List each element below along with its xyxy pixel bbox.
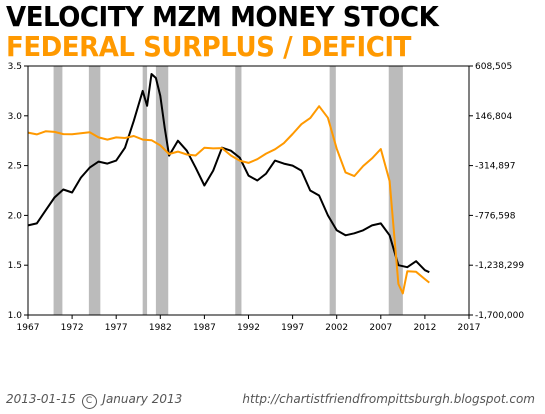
recession-band [329, 66, 336, 315]
y-right-tick-label: 146,804 [475, 112, 512, 122]
y-right-tick-label: 608,505 [475, 62, 512, 72]
recession-band [235, 66, 242, 315]
y-left-tick-label: 2.5 [8, 162, 22, 172]
recession-band [88, 66, 101, 315]
y-right-tick-label: -1,238,299 [475, 261, 524, 271]
x-tick-label: 1992 [237, 323, 260, 333]
footer-url[interactable]: http://chartistfriendfrompittsburgh.blog… [242, 392, 535, 406]
footer-date-text: 2013-01-15 [6, 392, 76, 406]
recession-band [142, 66, 148, 315]
x-tick-label: 1977 [105, 323, 128, 333]
x-tick-label: 1982 [149, 323, 172, 333]
x-tick-label: 2012 [413, 323, 436, 333]
velocity-line [27, 73, 430, 274]
series-lines [27, 73, 430, 295]
x-tick-label: 1987 [193, 323, 216, 333]
y-left-tick-label: 1.5 [8, 261, 22, 271]
deficit-line [27, 105, 430, 295]
footer-copyright-text: January 2013 [102, 392, 183, 406]
x-tick-label: 2007 [369, 323, 392, 333]
axes: 1967 1972 1977 1982 1987 1992 1997 2002 2007 2012… [8, 62, 525, 333]
y-left-tick-label: 3.0 [8, 112, 23, 122]
chart-subtitle: FEDERAL SURPLUS / DEFICIT [6, 30, 411, 63]
x-tick-label: 1997 [281, 323, 304, 333]
y-left-tick-label: 1.0 [8, 311, 23, 321]
y-right-tick-label: -1,700,000 [475, 311, 524, 321]
recession-band [53, 66, 63, 315]
y-left-tick-label: 3.5 [8, 62, 22, 72]
y-right-tick-label: -314,897 [475, 162, 515, 172]
x-tick-label: 2017 [458, 323, 481, 333]
recession-band [388, 66, 403, 315]
chart-title: VELOCITY MZM MONEY STOCK [6, 0, 439, 33]
x-tick-label: 1972 [61, 323, 84, 333]
footer-date: 2013-01-15 C January 2013 [6, 392, 182, 409]
y-right-tick-label: -776,598 [475, 211, 516, 221]
x-tick-label: 1967 [17, 323, 40, 333]
y-left-tick-label: 2.0 [8, 211, 23, 221]
recession-bands [53, 66, 403, 315]
x-tick-label: 2002 [325, 323, 348, 333]
copyright-icon: C [81, 394, 97, 409]
